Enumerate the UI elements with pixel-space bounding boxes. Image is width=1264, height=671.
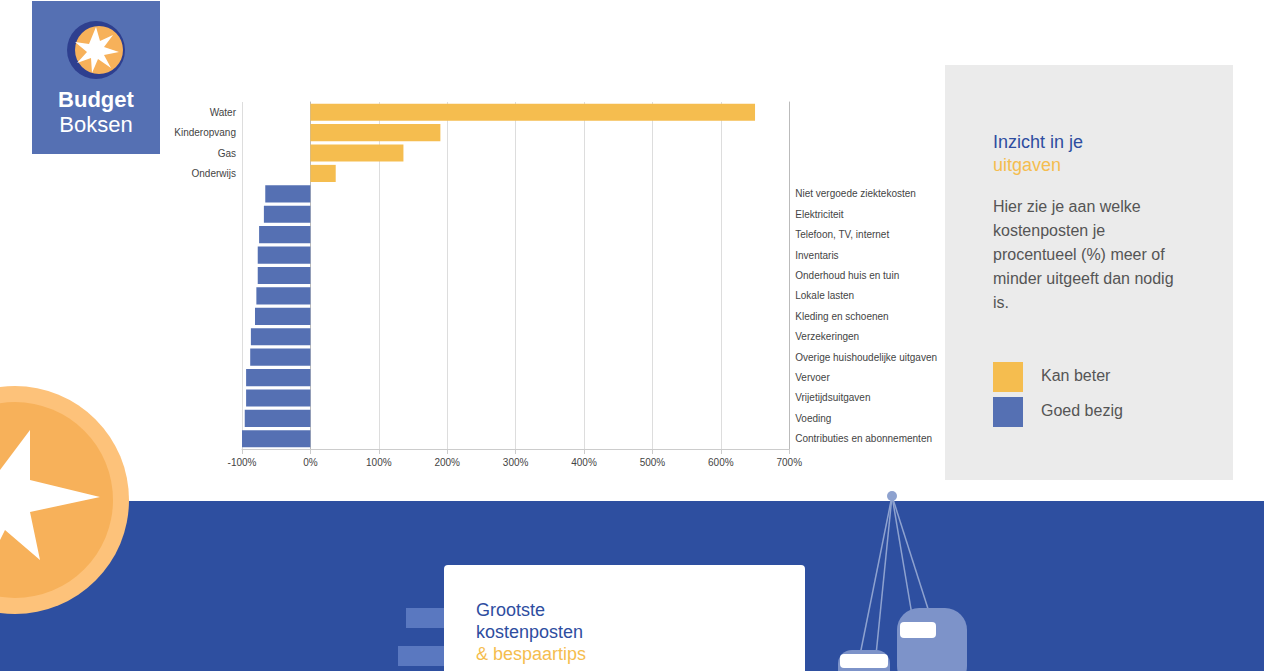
svg-text:600%: 600% [708,457,734,468]
svg-text:Niet vergoede ziektekosten: Niet vergoede ziektekosten [795,188,916,199]
svg-text:Water: Water [210,107,237,118]
svg-text:Vervoer: Vervoer [795,372,830,383]
svg-text:100%: 100% [366,457,392,468]
svg-text:Verzekeringen: Verzekeringen [795,331,859,342]
svg-text:Onderwijs: Onderwijs [192,168,236,179]
svg-text:-100%: -100% [228,457,257,468]
svg-text:300%: 300% [503,457,529,468]
svg-text:200%: 200% [434,457,460,468]
svg-text:Overige huishoudelijke uitgave: Overige huishoudelijke uitgaven [795,352,937,363]
html-text:Hier zie je aan welke kostenpo: Hier zie je aan welke kostenposten je pr… [993,198,1174,311]
svg-text:400%: 400% [571,457,597,468]
svg-text:Gas: Gas [218,148,236,159]
svg-text:Contributies en abonnementen: Contributies en abonnementen [795,433,932,444]
svg-text:700%: 700% [776,457,802,468]
svg-text:Onderhoud huis en tuin: Onderhoud huis en tuin [795,270,899,281]
html-text:& bespaartips: & bespaartips [476,644,587,664]
html-text:Boksen: Boksen [59,112,133,137]
svg-text:0%: 0% [303,457,318,468]
svg-text:Elektriciteit: Elektriciteit [795,209,844,220]
html-text:Budget: Budget [58,87,134,112]
svg-text:500%: 500% [640,457,666,468]
html-text:Grootste: Grootste [476,600,545,620]
html-text:Kan beter: Kan beter [1041,367,1111,384]
svg-text:Voeding: Voeding [795,413,831,424]
svg-text:Inventaris: Inventaris [795,250,838,261]
html-text:uitgaven: uitgaven [993,155,1062,175]
svg-text:Vrijetijdsuitgaven: Vrijetijdsuitgaven [795,392,870,403]
html-text:Goed bezig: Goed bezig [1041,402,1123,419]
svg-text:Kleding en schoenen: Kleding en schoenen [795,311,888,322]
html-text:Inzicht in je: Inzicht in je [993,132,1083,152]
svg-text:Kinderopvang: Kinderopvang [174,127,236,138]
html-text:kostenposten: kostenposten [476,622,584,642]
svg-text:Lokale lasten: Lokale lasten [795,290,854,301]
svg-text:Telefoon, TV, internet: Telefoon, TV, internet [795,229,889,240]
